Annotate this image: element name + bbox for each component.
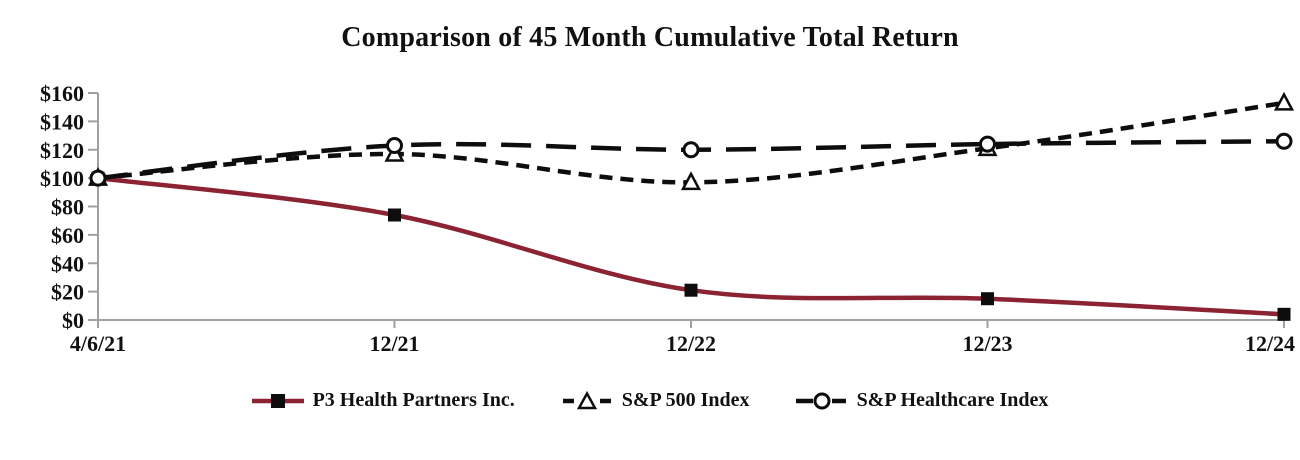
legend-square-icon [270, 393, 285, 408]
y-tick-label: $160 [40, 81, 84, 106]
y-tick-label: $80 [51, 195, 84, 220]
data-marker-circle [1275, 132, 1293, 150]
data-marker-square [684, 283, 698, 297]
x-tick-label: 12/22 [666, 331, 716, 356]
legend-marker-filled-square [251, 393, 304, 408]
data-marker-circle [386, 136, 403, 154]
legend-circle-icon [813, 392, 831, 409]
y-tick-label: $0 [62, 308, 84, 333]
legend-triangle-icon [576, 390, 597, 409]
data-marker-triangle [680, 171, 702, 191]
data-marker-circle [979, 135, 996, 153]
x-tick-label: 4/6/21 [70, 331, 126, 356]
legend-marker-open-circle [795, 392, 846, 409]
data-marker-square [388, 208, 401, 222]
legend-label: P3 Health Partners Inc. [312, 389, 515, 411]
data-marker-triangle [1273, 91, 1295, 111]
x-tick-label: 12/23 [962, 331, 1012, 356]
legend-marker-open-triangle [562, 390, 611, 409]
chart-title: Comparison of 45 Month Cumulative Total … [341, 22, 959, 53]
data-marker-square [1277, 307, 1291, 321]
y-tick-label: $100 [40, 166, 84, 191]
legend-item-p3-health-partners-inc: P3 Health Partners Inc. [251, 389, 515, 412]
data-marker-circle [89, 169, 107, 187]
chart-legend: P3 Health Partners Inc. S&P 500 Index S&P … [0, 389, 1300, 412]
legend-item-s-p-500-index: S&P 500 Index [561, 389, 750, 412]
legend-label: S&P Healthcare Index [856, 389, 1049, 411]
x-tick-label: 12/24 [1245, 331, 1295, 356]
y-tick-label: $20 [51, 280, 84, 305]
legend-item-s-p-healthcare-index: S&P Healthcare Index [795, 389, 1049, 412]
data-marker-circle [682, 141, 700, 159]
y-tick-label: $60 [51, 223, 84, 248]
y-tick-label: $40 [51, 251, 84, 276]
y-tick-label: $120 [40, 138, 84, 163]
x-tick-label: 12/21 [369, 331, 419, 356]
y-tick-label: $140 [40, 109, 84, 134]
legend-label: S&P 500 Index [621, 389, 750, 411]
data-marker-square [981, 292, 994, 306]
